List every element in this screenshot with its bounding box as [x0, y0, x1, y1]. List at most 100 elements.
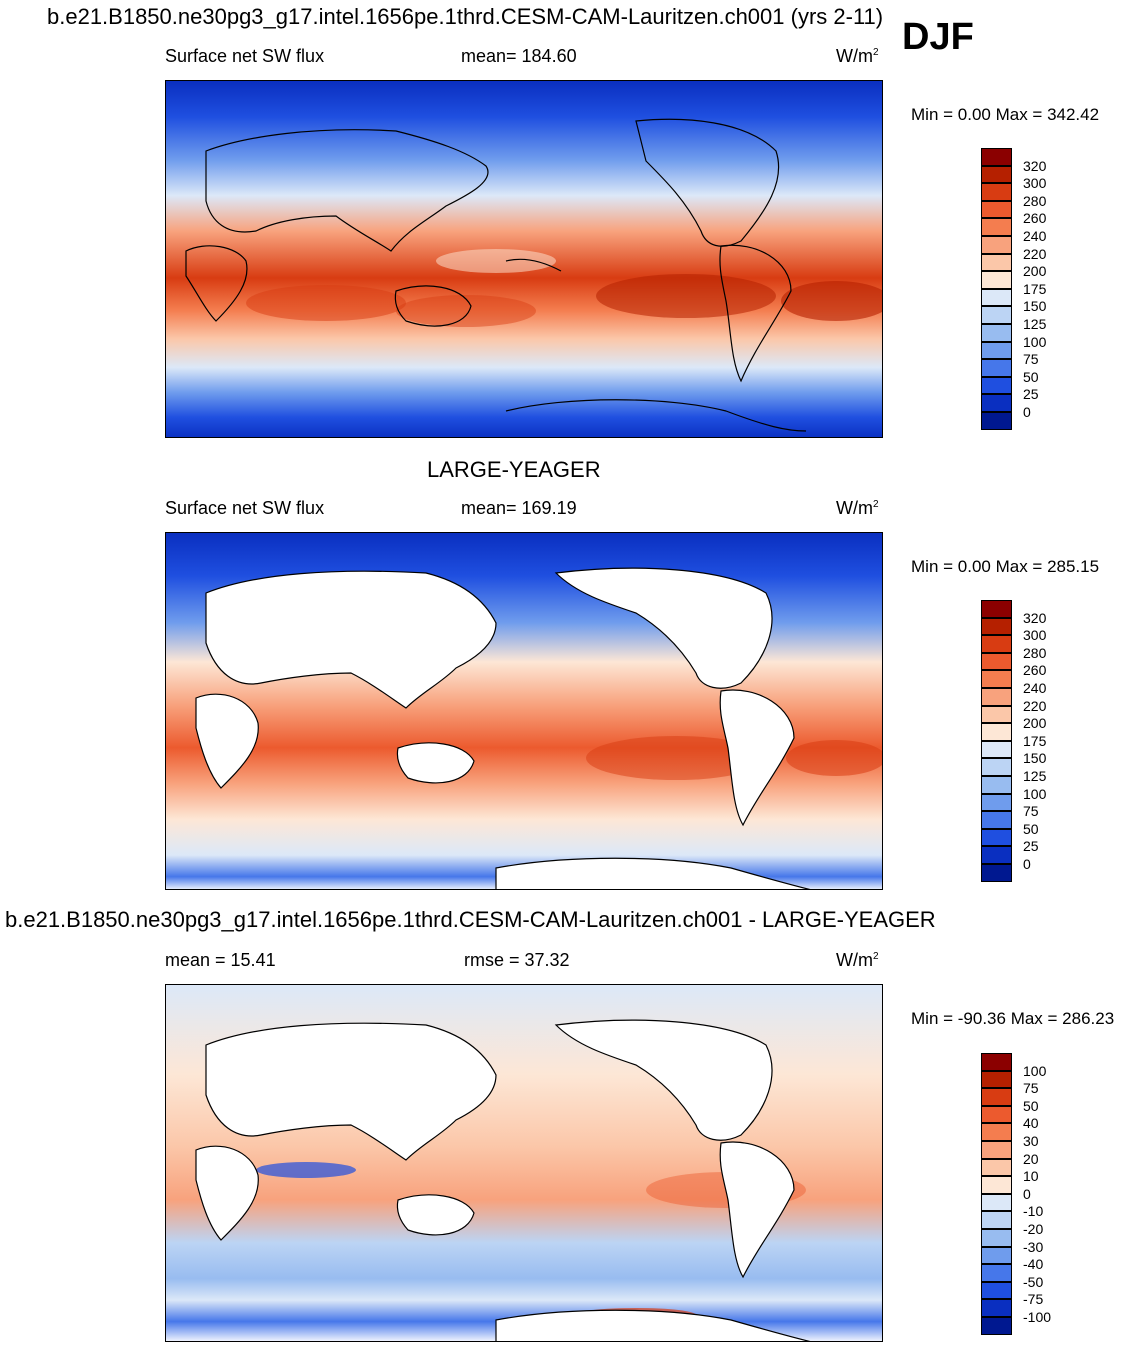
colorbar-swatch — [981, 828, 1012, 847]
colorbar-swatch — [981, 864, 1012, 882]
colorbar-tick-label: 20 — [1023, 1150, 1039, 1167]
colorbar-tick-label: -40 — [1023, 1256, 1044, 1273]
panel1-mean-label: mean= 184.60 — [461, 46, 577, 66]
colorbar-swatch — [981, 288, 1012, 307]
colorbar-tick-label: 0 — [1023, 1185, 1031, 1202]
colorbar-tick-label: 75 — [1023, 1080, 1039, 1097]
colorbar-swatch — [981, 376, 1012, 395]
colorbar-tick-label: 75 — [1023, 803, 1039, 820]
panel3-minmax: Min = -90.36 Max = 286.23 — [911, 1009, 1115, 1028]
colorbar-swatch — [981, 1053, 1012, 1071]
colorbar-tick-label: 240 — [1023, 228, 1047, 244]
colorbar-swatch — [981, 394, 1012, 412]
colorbar-tick-label: -75 — [1023, 1291, 1044, 1308]
colorbar-tick-label: 50 — [1023, 1097, 1039, 1114]
colorbar-swatch — [981, 1105, 1012, 1124]
colorbar-swatch — [981, 341, 1012, 360]
panel3-field — [166, 985, 882, 1341]
colorbar-swatch — [981, 148, 1012, 166]
panel2-variable-label: Surface net SW flux — [165, 498, 325, 518]
colorbar-swatch — [981, 359, 1012, 377]
colorbar-tick-label: 40 — [1023, 1115, 1039, 1132]
colorbar-tick-label: 150 — [1023, 298, 1047, 315]
colorbar-swatch — [981, 723, 1012, 741]
panel2-field — [166, 533, 882, 889]
colorbar-swatch — [981, 740, 1012, 759]
panel3-rmse-label: rmse = 37.32 — [464, 950, 570, 970]
colorbar-swatch — [981, 635, 1012, 653]
colorbar-swatch — [981, 306, 1012, 324]
colorbar-tick-label: 30 — [1023, 1133, 1039, 1149]
colorbar-swatch — [981, 1211, 1012, 1229]
panel1-minmax: Min = 0.00 Max = 342.42 — [911, 105, 1100, 124]
panel1-map — [165, 80, 883, 438]
colorbar-swatch — [981, 776, 1012, 794]
colorbar-tick-label: 320 — [1023, 157, 1047, 174]
colorbar-tick-label: -50 — [1023, 1273, 1044, 1290]
panel1-units-label: W/m2 — [836, 46, 879, 66]
colorbar-swatch — [981, 271, 1012, 289]
colorbar-swatch — [981, 1246, 1012, 1265]
colorbar-tick-label: 0 — [1023, 404, 1031, 420]
colorbar-tick-label: 280 — [1023, 644, 1047, 661]
colorbar-tick-label: 200 — [1023, 263, 1047, 280]
colorbar-tick-label: 280 — [1023, 192, 1047, 209]
colorbar-swatch — [981, 218, 1012, 236]
colorbar-tick-label: 175 — [1023, 280, 1047, 297]
colorbar-swatch — [981, 1264, 1012, 1282]
panel2-title: LARGE-YEAGER — [427, 457, 601, 482]
colorbar-swatch — [981, 1299, 1012, 1317]
colorbar-tick-label: -30 — [1023, 1238, 1044, 1255]
colorbar-swatch — [981, 324, 1012, 342]
colorbar-swatch — [981, 652, 1012, 671]
colorbar-tick-label: -100 — [1023, 1309, 1052, 1325]
plot-title: b.e21.B1850.ne30pg3_g17.intel.1656pe.1th… — [47, 4, 884, 29]
colorbar-tick-label: 300 — [1023, 627, 1047, 644]
panel3-mean-label: mean = 15.41 — [165, 950, 276, 970]
colorbar-tick-label: 300 — [1023, 175, 1047, 192]
colorbar-swatch — [981, 236, 1012, 254]
colorbar-swatch — [981, 1176, 1012, 1194]
colorbar-tick-label: 100 — [1023, 333, 1047, 350]
panel2-minmax: Min = 0.00 Max = 285.15 — [911, 557, 1100, 576]
colorbar-tick-label: 220 — [1023, 697, 1047, 714]
colorbar-swatch — [981, 600, 1012, 618]
colorbar-swatch — [981, 1229, 1012, 1247]
colorbar-swatch — [981, 165, 1012, 184]
panel3-units-label: W/m2 — [836, 950, 879, 970]
colorbar-tick-label: 0 — [1023, 856, 1031, 872]
colorbar-swatch — [981, 1317, 1012, 1335]
colorbar-tick-label: 25 — [1023, 838, 1039, 855]
colorbar-swatch — [981, 793, 1012, 812]
panel3-title: b.e21.B1850.ne30pg3_g17.intel.1656pe.1th… — [5, 907, 936, 932]
colorbar-tick-label: -10 — [1023, 1203, 1044, 1220]
colorbar-swatch — [981, 1158, 1012, 1177]
colorbar-swatch — [981, 253, 1012, 272]
colorbar-tick-label: 240 — [1023, 680, 1047, 696]
panel2-mean-label: mean= 169.19 — [461, 498, 577, 518]
colorbar-tick-label: 100 — [1023, 1062, 1047, 1079]
panel1-variable-label: Surface net SW flux — [165, 46, 325, 66]
colorbar-swatch — [981, 670, 1012, 688]
colorbar-tick-label: 50 — [1023, 820, 1039, 837]
colorbar-tick-label: 175 — [1023, 732, 1047, 749]
colorbar-tick-label: 25 — [1023, 386, 1039, 403]
colorbar-tick-label: 100 — [1023, 785, 1047, 802]
colorbar-swatch — [981, 1193, 1012, 1212]
season-label: DJF — [902, 16, 974, 58]
colorbar-tick-label: 10 — [1023, 1168, 1039, 1185]
colorbar-swatch — [981, 811, 1012, 829]
colorbar-tick-label: 125 — [1023, 316, 1047, 332]
panel1-field — [166, 81, 882, 437]
colorbar-tick-label: 260 — [1023, 662, 1047, 679]
panel2-map — [165, 532, 883, 890]
colorbar-swatch — [981, 1123, 1012, 1141]
colorbar-swatch — [981, 1141, 1012, 1159]
colorbar-swatch — [981, 1281, 1012, 1300]
colorbar-swatch — [981, 705, 1012, 724]
colorbar-swatch — [981, 758, 1012, 776]
colorbar-tick-label: 220 — [1023, 245, 1047, 262]
colorbar-tick-label: 150 — [1023, 750, 1047, 767]
colorbar-swatch — [981, 200, 1012, 219]
colorbar-tick-label: 320 — [1023, 609, 1047, 626]
